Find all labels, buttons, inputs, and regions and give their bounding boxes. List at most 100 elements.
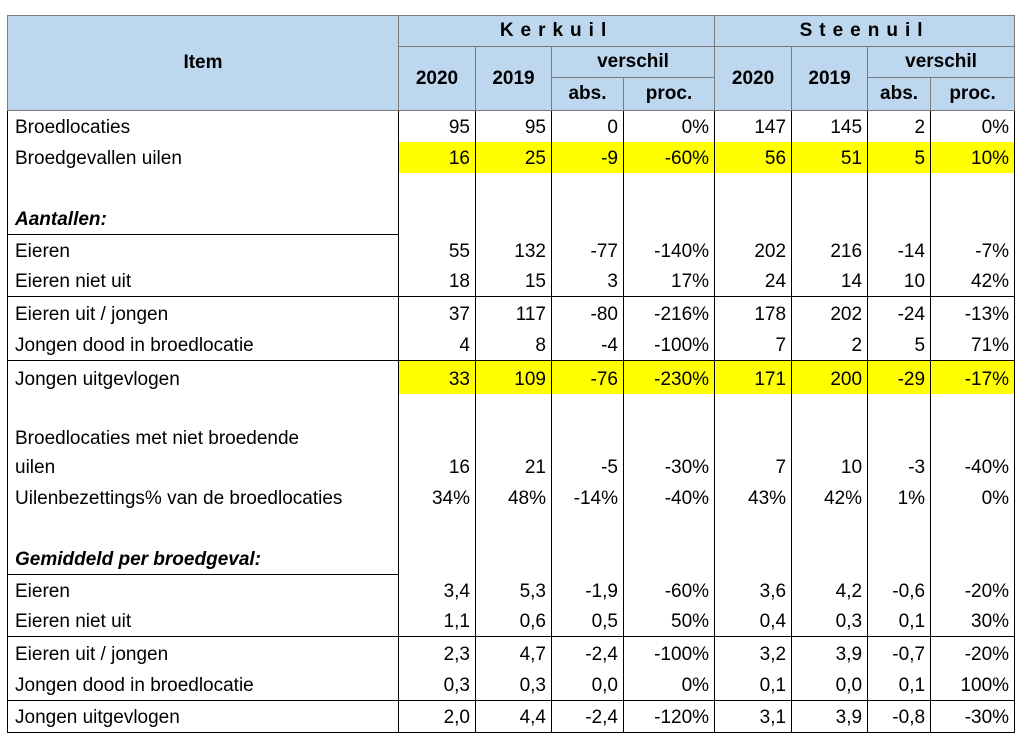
row-label: Eieren — [7, 574, 399, 606]
cell-steenuil-abs: -0,6 — [867, 574, 931, 606]
cell-kerkuil-abs: -5 — [551, 452, 624, 482]
table-row-gem-jongen-uitgevlogen: Jongen uitgevlogen 2,0 4,4 -2,4 -120% 3,1 3,9-… — [7, 700, 1016, 733]
cell-steenuil-abs: -0,7 — [867, 636, 931, 669]
cell-steenuil-2019: 0,0 — [791, 668, 868, 701]
cell-kerkuil-2019: 0,6 — [475, 605, 552, 637]
cell-steenuil-abs: -29 — [867, 360, 931, 394]
cell-kerkuil-proc — [622, 393, 715, 453]
table-row-eieren: Eieren 55 132 -77 -140% 202 216 -14 -7% — [7, 234, 1016, 266]
cell-kerkuil-2019: 4,7 — [475, 636, 552, 669]
cell-steenuil-proc: 0% — [930, 481, 1016, 513]
cell-steenuil-2020: 43% — [714, 481, 792, 513]
cell-kerkuil-abs: 0 — [551, 110, 624, 142]
kerkuil-abs-header: abs. — [551, 77, 624, 111]
cell-kerkuil-proc: -40% — [622, 481, 715, 513]
cell-kerkuil-proc: -30% — [622, 452, 715, 482]
cell-kerkuil-proc: 50% — [622, 605, 715, 637]
cell-kerkuil-2019: 117 — [475, 296, 552, 329]
cell-kerkuil-2020: 4 — [398, 328, 476, 361]
cell-steenuil-proc: 100% — [930, 668, 1016, 701]
cell-steenuil-2020: 3,1 — [714, 700, 792, 733]
cell-kerkuil-2019: 8 — [475, 328, 552, 361]
row-label: Broedlocaties met niet broedende — [7, 393, 399, 453]
cell-kerkuil-2019: 132 — [475, 234, 552, 266]
cell-kerkuil-proc: -100% — [622, 328, 715, 361]
cell-steenuil-2019 — [791, 512, 868, 575]
table-row-jongen-dood: Jongen dood in broedlocatie 4 8 -4 -100% 7 2 5 7… — [7, 328, 1016, 361]
table-row-gem-eieren-niet-uit: Eieren niet uit 1,1 0,6 0,5 50% 0,4 0,3 0,1 30% — [7, 605, 1016, 637]
cell-steenuil-proc: 10% — [930, 141, 1016, 173]
cell-steenuil-proc: -20% — [930, 636, 1016, 669]
table-row-niet-broedend-label: Broedlocaties met niet broedende — [7, 393, 1016, 453]
cell-steenuil-abs: 2 — [867, 110, 931, 142]
table-row-gemiddeld-section: Gemiddeld per broedgeval: — [7, 512, 1016, 575]
cell-kerkuil-abs: 0,5 — [551, 605, 624, 637]
cell-steenuil-proc: -20% — [930, 574, 1016, 606]
cell-steenuil-proc: 0% — [930, 110, 1016, 142]
cell-steenuil-2020: 147 — [714, 110, 792, 142]
steenuil-abs-header: abs. — [867, 77, 932, 111]
table-row-gem-eieren-uit-jongen: Eieren uit / jongen 2,3 4,7 -2,4 -100% 3,2 3,9… — [7, 636, 1016, 669]
row-label: Aantallen: — [7, 172, 399, 235]
cell-steenuil-2019 — [791, 393, 868, 453]
cell-kerkuil-abs: -9 — [551, 141, 624, 173]
owl-breeding-table: Item Kerkuil Steenuil 2020 2019 verschil… — [7, 15, 1016, 733]
cell-kerkuil-proc — [622, 172, 715, 235]
row-label: Jongen uitgevlogen — [7, 360, 399, 394]
cell-steenuil-proc — [930, 172, 1016, 235]
cell-kerkuil-abs: -2,4 — [551, 636, 624, 669]
row-label: Jongen uitgevlogen — [7, 700, 399, 733]
cell-kerkuil-abs — [551, 393, 624, 453]
cell-kerkuil-2019: 5,3 — [475, 574, 552, 606]
cell-steenuil-2020: 178 — [714, 296, 792, 329]
table-row-eieren-uit-jongen: Eieren uit / jongen 37 117 -80 -216% 178 202 -2… — [7, 296, 1016, 329]
cell-steenuil-2020: 171 — [714, 360, 792, 394]
row-label: Eieren — [7, 234, 399, 266]
cell-steenuil-2019: 51 — [791, 141, 868, 173]
cell-kerkuil-abs — [551, 172, 624, 235]
cell-kerkuil-proc: -120% — [622, 700, 715, 733]
cell-kerkuil-2020: 33 — [398, 360, 476, 394]
cell-steenuil-proc: 42% — [930, 265, 1016, 297]
row-label: Uilenbezettings% van de broedlocaties — [7, 481, 399, 513]
cell-steenuil-2020: 0,1 — [714, 668, 792, 701]
cell-kerkuil-2019: 4,4 — [475, 700, 552, 733]
cell-steenuil-2019 — [791, 172, 868, 235]
cell-kerkuil-2020: 95 — [398, 110, 476, 142]
cell-steenuil-abs: 5 — [867, 328, 931, 361]
cell-kerkuil-abs: 3 — [551, 265, 624, 297]
cell-steenuil-abs: -3 — [867, 452, 931, 482]
steenuil-verschil-header: verschil — [867, 46, 1016, 78]
cell-steenuil-2019: 10 — [791, 452, 868, 482]
row-label: Eieren uit / jongen — [7, 636, 399, 669]
cell-kerkuil-abs: -77 — [551, 234, 624, 266]
cell-kerkuil-2020: 2,0 — [398, 700, 476, 733]
row-label: Broedgevallen uilen — [7, 141, 399, 173]
steenuil-year-2020: 2020 — [714, 46, 793, 111]
row-label: Jongen dood in broedlocatie — [7, 668, 399, 701]
table-row-eieren-niet-uit: Eieren niet uit 18 15 3 17% 24 14 10 42% — [7, 265, 1016, 297]
cell-steenuil-abs: 1% — [867, 481, 931, 513]
cell-steenuil-abs: 5 — [867, 141, 931, 173]
cell-kerkuil-abs: -4 — [551, 328, 624, 361]
cell-kerkuil-proc: 0% — [622, 110, 715, 142]
cell-steenuil-2020: 7 — [714, 452, 792, 482]
table-row-broedgevallen: Broedgevallen uilen 16 25 -9 -60% 56 51 5 10% — [7, 141, 1016, 173]
cell-steenuil-2020 — [714, 172, 792, 235]
cell-kerkuil-abs: -1,9 — [551, 574, 624, 606]
cell-kerkuil-proc: -60% — [622, 574, 715, 606]
row-label: Gemiddeld per broedgeval: — [7, 512, 399, 575]
cell-steenuil-abs: -24 — [867, 296, 931, 329]
cell-kerkuil-2020: 37 — [398, 296, 476, 329]
cell-kerkuil-2019: 95 — [475, 110, 552, 142]
cell-steenuil-2019: 2 — [791, 328, 868, 361]
cell-kerkuil-2020: 2,3 — [398, 636, 476, 669]
cell-steenuil-abs: 0,1 — [867, 668, 931, 701]
cell-steenuil-abs — [867, 172, 931, 235]
table-row-gem-jongen-dood: Jongen dood in broedlocatie 0,3 0,3 0,0 0% 0,… — [7, 668, 1016, 701]
cell-kerkuil-2019: 0,3 — [475, 668, 552, 701]
cell-kerkuil-2019: 25 — [475, 141, 552, 173]
cell-kerkuil-proc: -216% — [622, 296, 715, 329]
table-body: Broedlocaties 95 95 0 0% 147 145 2 0% Broedgevall… — [7, 110, 1016, 733]
cell-steenuil-abs: 0,1 — [867, 605, 931, 637]
